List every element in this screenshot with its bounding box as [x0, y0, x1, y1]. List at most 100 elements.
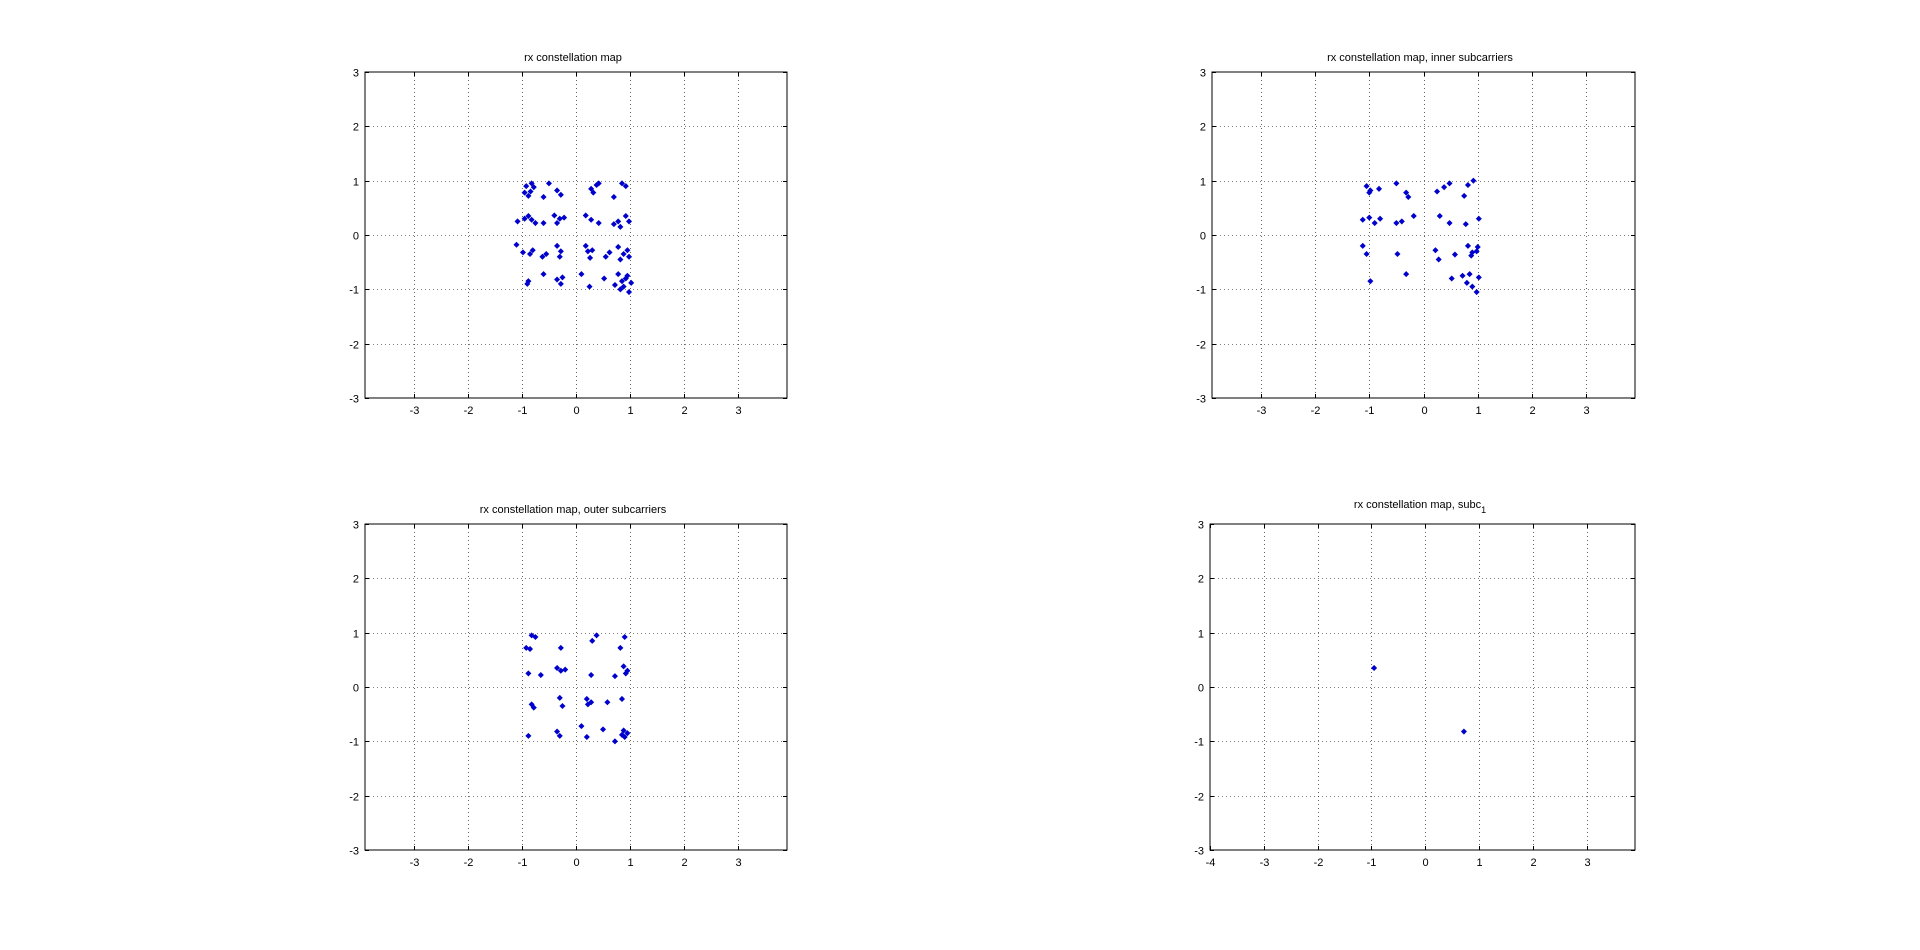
data-point [589, 637, 596, 644]
x-tick-label: 1 [627, 857, 633, 869]
data-point [559, 702, 566, 710]
data-point [532, 633, 539, 641]
data-point [628, 279, 635, 286]
data-point [578, 723, 585, 730]
data-point [624, 730, 631, 737]
data-point [611, 281, 618, 289]
subplot-outer-subcarriers: rx constellation map, outer subcarriers … [349, 504, 788, 869]
x-tick-label: 0 [573, 405, 579, 417]
x-tick-label: 2 [1530, 857, 1536, 869]
y-tick-label: 0 [353, 231, 359, 243]
x-tick-label: 3 [1583, 405, 1589, 417]
y-tick-label: 3 [353, 520, 359, 532]
data-point [1376, 185, 1383, 192]
data-point [604, 699, 611, 706]
y-tick-label: 0 [353, 683, 359, 695]
data-point [606, 249, 613, 256]
data-point [622, 183, 629, 190]
data-point [1475, 215, 1482, 222]
data-point [1469, 283, 1476, 290]
data-point [543, 250, 550, 258]
data-point [519, 249, 527, 256]
data-point [602, 253, 609, 260]
data-point [540, 193, 547, 200]
x-tick-label: -3 [1260, 857, 1270, 869]
data-point [1475, 274, 1482, 281]
x-tick-label: -1 [1367, 857, 1377, 869]
y-tick-label: 2 [1200, 122, 1206, 134]
data-point [590, 189, 597, 196]
y-tick-label: -1 [1194, 737, 1204, 749]
data-point [557, 280, 564, 287]
subplot-inner-subcarriers: rx constellation map, inner subcarriers … [1196, 52, 1636, 417]
data-point [582, 242, 589, 249]
data-point [615, 271, 622, 278]
data-point [617, 256, 624, 263]
data-point [615, 218, 622, 225]
data-point [525, 212, 532, 220]
data-point [600, 726, 607, 733]
data-point [1410, 212, 1417, 220]
y-tick-label: 0 [1200, 231, 1206, 243]
x-tick-label: -1 [1365, 405, 1375, 417]
data-point [1468, 252, 1475, 259]
x-tick-label: 2 [681, 405, 687, 417]
y-tick-label: 3 [1200, 68, 1206, 80]
data-point [601, 275, 608, 282]
data-point [556, 253, 563, 260]
x-tick-label: -2 [464, 405, 474, 417]
data-point [617, 286, 624, 293]
x-tick-label: -1 [518, 857, 528, 869]
data-point [526, 645, 534, 652]
data-point [556, 732, 563, 739]
data-point [1470, 177, 1477, 184]
x-tick-label: 2 [681, 857, 687, 869]
data-point [588, 672, 595, 679]
data-point [621, 633, 628, 641]
data-point [1448, 275, 1455, 282]
data-point [554, 220, 561, 227]
x-tick-label: -4 [1206, 857, 1216, 869]
data-point [513, 241, 520, 248]
y-tick-label: -1 [349, 737, 359, 749]
data-point [1435, 256, 1442, 263]
data-point [1460, 728, 1467, 735]
data-point [589, 247, 596, 254]
data-point [537, 672, 544, 679]
data-point [618, 278, 626, 285]
data-point [583, 733, 590, 741]
data-point [540, 271, 547, 278]
data-point [557, 644, 564, 651]
data-point [588, 216, 595, 223]
y-tick-label: 2 [353, 574, 359, 586]
data-point [1359, 242, 1366, 249]
data-point [595, 180, 602, 187]
data-point [1367, 278, 1374, 285]
y-tick-label: -3 [349, 394, 359, 406]
data-point [625, 289, 633, 296]
data-point [1363, 250, 1370, 258]
y-tick-label: -2 [1196, 340, 1206, 352]
y-tick-label: -2 [1194, 792, 1204, 804]
data-point [618, 180, 626, 187]
data-point [588, 699, 595, 706]
data-point [528, 180, 535, 187]
data-point [559, 274, 566, 281]
data-point [1462, 221, 1469, 228]
y-tick-label: -3 [1196, 394, 1206, 406]
data-point [1403, 271, 1410, 278]
data-point [528, 216, 535, 223]
subplot-title-main: rx constellation map, subc [1354, 499, 1482, 511]
data-point [524, 280, 531, 287]
data-point [1434, 188, 1441, 195]
data-point [1393, 220, 1400, 227]
data-point [624, 247, 631, 254]
y-tick-label: -3 [349, 846, 359, 858]
data-point [625, 218, 633, 225]
y-tick-label: 1 [353, 629, 359, 641]
data-point [622, 212, 629, 220]
data-point [514, 218, 521, 225]
data-point [617, 644, 624, 651]
data-point [1398, 218, 1405, 225]
data-point [578, 271, 585, 278]
